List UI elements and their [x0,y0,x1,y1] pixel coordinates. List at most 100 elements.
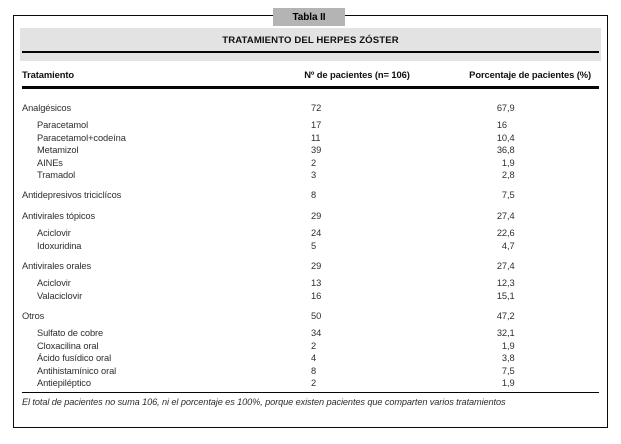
percent-decimal-part: ,9 [507,378,515,389]
title-divider-rule [22,51,599,53]
percent-cell: 3,8 [417,352,599,364]
patients-count-cell: 24 [311,228,322,239]
percent-decimal-part: ,1 [507,290,515,301]
patients-count-cell: 5 [311,240,317,251]
percent-integer-part: 16 [496,120,507,131]
table-title: TRATAMIENTO DEL HERPES ZÓSTER [222,35,399,46]
treatment-sub-row: Aciclovir 13 12,3 [22,277,599,289]
patients-count-cell: 29 [311,210,322,221]
patients-count-cell: 39 [311,145,322,156]
patients-count-cell: 11 [311,132,321,143]
percent-decimal-part: ,3 [507,278,515,289]
treatment-name-cell: Analgésicos [22,103,72,113]
treatment-sub-row: Tramadol 3 2,8 [22,169,599,181]
treatment-sub-row: Idoxuridina 5 4,7 [22,240,599,252]
treatment-sub-row: Sulfato de cobre 34 32,1 [22,327,599,339]
percent-cell: 7,5 [417,189,599,201]
table-body: Analgésicos 72 67,9 Paracetamol 17 16 Paraceta… [22,91,599,389]
treatment-name-cell: Antiepiléptico [37,378,91,389]
treatment-name-cell: Antidepresivos triciclícos [22,190,122,201]
sub-treatment-list: Paracetamol 17 16 Paracetamol+codeína 11 10,4… [22,119,599,181]
patients-count-cell: 2 [311,340,317,351]
percent-decimal-part: ,8 [507,169,515,180]
percent-decimal-part: ,8 [507,145,515,156]
percent-decimal-part: ,4 [507,132,515,143]
percent-integer-part: 27 [496,210,507,221]
percent-integer-part: 47 [496,311,507,322]
treatment-name-cell: Idoxuridina [37,240,82,251]
percent-cell: 1,9 [417,377,599,389]
patients-count-cell: 34 [311,328,322,339]
treatment-name-cell: Otros [22,311,45,322]
percent-integer-part: 4 [501,240,507,251]
percent-cell: 36,8 [417,144,599,156]
treatment-name-cell: Antivirales orales [22,260,91,271]
patients-count-cell: 3 [311,169,317,180]
percent-decimal-part: ,4 [507,210,515,221]
treatment-group-row: Analgésicos 72 67,9 [22,102,599,114]
table-footnote: El total de pacientes no suma 106, ni el… [22,397,506,407]
treatment-group-row: Antivirales tópicos 29 27,4 [22,210,599,222]
treatment-sub-row: Paracetamol 17 16 [22,119,599,131]
percent-integer-part: 36 [496,145,507,156]
percent-decimal-part: ,5 [507,190,515,201]
column-header-num-pacientes: Nº de pacientes (n= 106) [304,69,410,80]
percent-cell: 7,5 [417,365,599,377]
percent-integer-part: 2 [501,169,507,180]
percent-integer-part: 1 [501,340,507,351]
treatment-name-cell: Aciclovir [37,228,71,239]
treatment-name-cell: Cloxacilina oral [37,340,99,351]
percent-integer-part: 3 [501,353,507,364]
percent-decimal-part: ,4 [507,260,515,271]
percent-cell: 67,9 [417,102,599,114]
percent-decimal-part: ,1 [507,328,515,339]
patients-count-cell: 2 [311,378,317,389]
percent-integer-part: 7 [501,190,507,201]
percent-decimal-part: ,8 [507,353,515,364]
percent-cell: 16 [417,119,599,131]
patients-count-cell: 17 [311,120,322,131]
treatment-sub-row: Valaciclovir 16 15,1 [22,290,599,302]
percent-integer-part: 22 [496,228,507,239]
treatment-group-row: Antivirales orales 29 27,4 [22,260,599,272]
patients-count-cell: 16 [311,290,322,301]
percent-decimal-part: ,2 [507,311,515,322]
patients-count-cell: 29 [311,260,322,271]
percent-cell: 27,4 [417,260,599,272]
treatment-sub-row: Cloxacilina oral 2 1,9 [22,340,599,352]
percent-cell: 1,9 [417,157,599,169]
treatment-name-cell: AINEs [37,157,63,168]
treatment-name-cell: Tramadol [37,169,76,180]
patients-count-cell: 8 [311,365,317,376]
treatment-sub-row: AINEs 2 1,9 [22,157,599,169]
footer-divider-rule [22,392,599,394]
treatment-name-cell: Paracetamol [37,120,89,131]
treatment-sub-row: Antiepiléptico 2 1,9 [22,377,599,389]
patients-count-cell: 2 [311,157,317,168]
percent-cell: 4,7 [417,240,599,252]
percent-cell: 22,6 [417,227,599,239]
patients-count-cell: 13 [311,278,322,289]
treatment-name-cell: Sulfato de cobre [37,328,104,339]
percent-decimal-part: ,9 [507,157,515,168]
percent-integer-part: 10 [496,132,507,143]
treatment-sub-row: Metamizol 39 36,8 [22,144,599,156]
percent-integer-part: 27 [496,260,507,271]
column-header-porcentaje: Porcentaje de pacientes (%) [469,69,591,80]
percent-cell: 47,2 [417,310,599,322]
percent-integer-part: 7 [501,365,507,376]
percent-cell: 2,8 [417,169,599,181]
percent-cell: 10,4 [417,132,599,144]
sub-treatment-list: Aciclovir 24 22,6 Idoxuridina 5 4,7 [22,227,599,252]
column-header-row: Tratamiento Nº de pacientes (n= 106) Por… [22,69,599,81]
treatment-name-cell: Metamizol [37,145,79,156]
table-number-label: Tabla II [273,8,345,26]
percent-integer-part: 12 [496,278,507,289]
treatment-name-cell: Antivirales tópicos [22,210,96,221]
treatment-group: Antidepresivos triciclícos 8 7,5 [22,189,599,201]
percent-cell: 1,9 [417,340,599,352]
sub-treatment-list: Sulfato de cobre 34 3 2 ,1 Cloxacilina oral 2 1… [22,327,599,389]
header-divider-rule [22,86,599,89]
treatment-name-cell: Aciclovir [37,278,71,289]
